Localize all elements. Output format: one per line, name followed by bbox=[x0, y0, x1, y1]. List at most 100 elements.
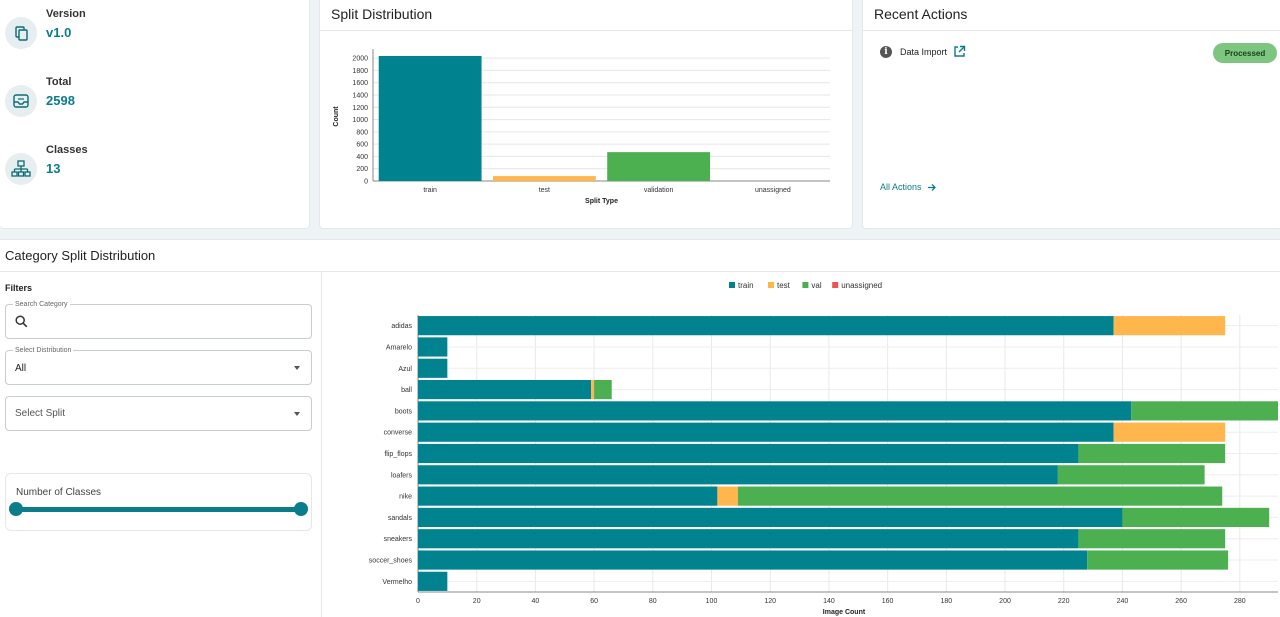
hierarchy-icon bbox=[5, 153, 37, 185]
stat-label: Version bbox=[46, 8, 86, 20]
y-tick-label: 800 bbox=[356, 129, 368, 136]
action-name: Data Import bbox=[900, 46, 948, 57]
y-tick-label: converse bbox=[384, 430, 413, 437]
bar-ball-train bbox=[418, 379, 592, 400]
bar-train bbox=[378, 55, 482, 181]
x-tick-label: 180 bbox=[940, 598, 952, 605]
y-tick-label: sneakers bbox=[384, 536, 413, 543]
selected-distribution: All bbox=[15, 363, 27, 374]
copy-icon bbox=[5, 17, 37, 49]
y-tick-label: nike bbox=[399, 494, 412, 501]
bar-test bbox=[492, 176, 596, 181]
y-tick-label: 0 bbox=[364, 179, 368, 186]
action-item: i Data Import bbox=[880, 45, 966, 58]
y-tick-label: Vermelho bbox=[382, 579, 412, 586]
info-icon: i bbox=[880, 45, 892, 58]
y-tick-label: loafers bbox=[391, 472, 413, 479]
select-split-dropdown[interactable]: Select Split bbox=[5, 396, 312, 431]
x-tick-label: 260 bbox=[1175, 598, 1187, 605]
bar-boots-val bbox=[1131, 401, 1278, 421]
all-actions-label: All Actions bbox=[880, 182, 922, 192]
split-distribution-card: Split Distribution 0 200 400 600 800 1000 1200… bbox=[319, 0, 853, 229]
stat-total: Total 2598 bbox=[5, 75, 75, 117]
y-tick-label: ball bbox=[401, 387, 412, 394]
slider-label: Number of Classes bbox=[16, 487, 102, 498]
y-tick-label: adidas bbox=[391, 323, 412, 330]
y-tick-label: 1200 bbox=[352, 105, 368, 112]
stat-value: v1.0 bbox=[46, 25, 72, 40]
filters-panel: Filters Search Category Select Distribut… bbox=[0, 272, 322, 617]
all-actions-link[interactable]: All Actions bbox=[880, 182, 937, 192]
bar-sandals-val bbox=[1122, 507, 1270, 528]
y-tick-label: 1400 bbox=[352, 93, 368, 100]
x-tick-label: validation bbox=[644, 187, 674, 194]
x-tick-label: 0 bbox=[416, 598, 420, 605]
bar-adidas-train bbox=[418, 316, 1114, 336]
bar-loafers-val bbox=[1057, 465, 1205, 485]
card-title: Recent Actions bbox=[874, 6, 968, 22]
stat-classes: Classes 13 bbox=[5, 143, 88, 185]
x-tick-label: 240 bbox=[1117, 598, 1129, 605]
stat-value: 13 bbox=[46, 161, 61, 176]
bar-soccer_shoes-train bbox=[418, 550, 1088, 570]
external-link-icon[interactable] bbox=[953, 45, 966, 58]
bar-nike-train bbox=[418, 486, 718, 506]
field-label: Select Distribution bbox=[13, 346, 74, 355]
legend-label-train: train bbox=[738, 281, 754, 290]
slider-track[interactable] bbox=[16, 507, 302, 512]
y-tick-label: boots bbox=[395, 408, 413, 415]
bar-flip_flops-train bbox=[418, 443, 1079, 464]
y-tick-label: 600 bbox=[356, 142, 368, 149]
inbox-icon bbox=[5, 85, 37, 117]
x-tick-label: unassigned bbox=[755, 187, 791, 194]
y-tick-label: 400 bbox=[356, 154, 368, 161]
slider-thumb-min[interactable] bbox=[9, 502, 23, 516]
x-tick-label: test bbox=[539, 187, 550, 194]
x-tick-label: 200 bbox=[999, 598, 1011, 605]
y-tick-label: soccer_shoes bbox=[369, 558, 413, 565]
legend-swatch-train bbox=[729, 282, 735, 288]
legend-swatch-val bbox=[802, 282, 809, 288]
number-of-classes-filter: Number of Classes bbox=[5, 473, 312, 531]
bar-flip_flops-val bbox=[1078, 443, 1226, 464]
bar-loafers-train bbox=[418, 465, 1058, 485]
bar-ball-val bbox=[594, 379, 612, 400]
search-category-field[interactable]: Search Category bbox=[5, 300, 312, 339]
x-tick-label: 40 bbox=[532, 598, 540, 605]
dataset-stats-card: Version v1.0 Total 2598 Classes 13 bbox=[0, 0, 310, 229]
x-tick-label: 280 bbox=[1234, 598, 1246, 605]
slider-thumb-max[interactable] bbox=[294, 502, 308, 516]
x-tick-label: 20 bbox=[473, 598, 481, 605]
arrow-right-icon bbox=[927, 183, 937, 192]
bar-adidas-test bbox=[1113, 316, 1226, 336]
bar-soccer_shoes-val bbox=[1087, 550, 1229, 570]
stat-label: Classes bbox=[46, 144, 88, 156]
bar-Vermelho-train bbox=[418, 571, 448, 591]
stat-value: 2598 bbox=[46, 93, 75, 108]
bar-sandals-train bbox=[418, 507, 1123, 528]
x-tick-label: 160 bbox=[882, 598, 894, 605]
select-distribution-dropdown[interactable]: Select Distribution All bbox=[5, 346, 312, 385]
x-tick-label: train bbox=[423, 187, 437, 194]
y-axis-title: Count bbox=[333, 106, 340, 127]
legend-swatch-test bbox=[768, 282, 774, 288]
legend-label-test: test bbox=[777, 281, 791, 290]
x-tick-label: 220 bbox=[1058, 598, 1070, 605]
bar-Azul-train bbox=[418, 358, 448, 378]
bar-Amarelo-train bbox=[418, 337, 448, 357]
divider bbox=[0, 271, 1280, 272]
split-distribution-chart: 0 200 400 600 800 1000 1200 1400 1600 1800 2000 tra… bbox=[333, 49, 830, 205]
bar-converse-test bbox=[1113, 422, 1226, 442]
y-tick-label: 2000 bbox=[352, 56, 368, 63]
y-tick-label: Amarelo bbox=[386, 344, 412, 351]
select-split-placeholder: Select Split bbox=[15, 408, 66, 419]
bar-converse-train bbox=[418, 422, 1114, 442]
y-tick-label: 200 bbox=[356, 166, 368, 173]
caret-down-icon bbox=[294, 366, 300, 370]
x-tick-label: 100 bbox=[706, 598, 718, 605]
y-tick-label: 1000 bbox=[352, 117, 368, 124]
x-axis-title: Split Type bbox=[585, 198, 618, 205]
bar-sneakers-val bbox=[1078, 529, 1226, 549]
divider bbox=[863, 30, 1280, 31]
search-icon bbox=[15, 315, 28, 333]
